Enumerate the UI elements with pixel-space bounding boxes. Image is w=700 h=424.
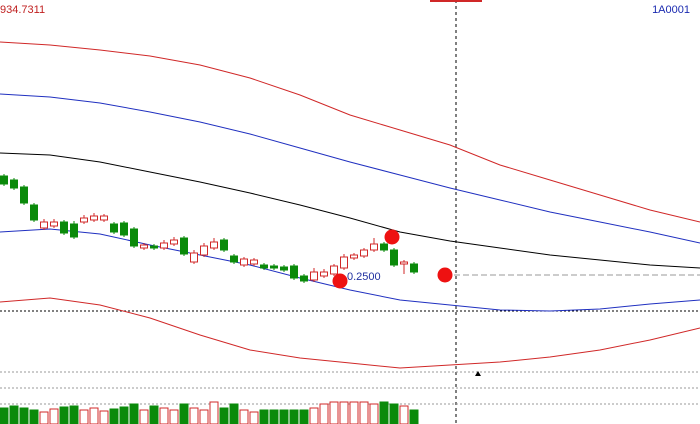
volume-bar [19, 407, 29, 424]
candle-body [300, 275, 308, 282]
volume-bar [389, 403, 399, 424]
volume-bar [259, 409, 269, 424]
candle-body [350, 254, 358, 259]
top-label: 934.7311 [0, 4, 45, 16]
candle-body [70, 223, 78, 238]
candle-body [260, 264, 268, 269]
volume-bar [189, 407, 199, 424]
candle-body [200, 245, 208, 256]
candle-body [130, 228, 138, 247]
signal-dot [437, 267, 453, 283]
volume-bar [89, 407, 99, 424]
band-line [0, 41, 700, 223]
volume-bar [59, 406, 69, 424]
signal-dot [332, 273, 348, 289]
candle-body [320, 271, 328, 277]
volume-bar [279, 409, 289, 424]
signal-dot [384, 229, 400, 245]
candle-body [380, 243, 388, 251]
volume-bar [299, 409, 309, 424]
candle-body [80, 217, 88, 223]
candle-body [20, 186, 28, 204]
candle-body [400, 261, 408, 265]
candle-body [40, 221, 48, 229]
band-line [0, 228, 700, 312]
volume-bar [179, 403, 189, 424]
volume-bar [219, 407, 229, 424]
candle-body [250, 259, 258, 265]
volume-bar [239, 409, 249, 424]
price-label: 0.2500 [347, 271, 381, 283]
candle-body [230, 255, 238, 263]
candle-body [120, 222, 128, 236]
candle-body [10, 179, 18, 189]
volume-bar [399, 405, 409, 424]
candle-body [30, 204, 38, 221]
candle-body [50, 221, 58, 227]
candle-body [0, 175, 8, 185]
candle-body [210, 241, 218, 249]
candle-body [240, 258, 248, 266]
volume-bar [29, 409, 39, 424]
volume-bar [69, 405, 79, 424]
volume-bar [109, 408, 119, 424]
volume-bar [319, 403, 329, 424]
candle-body [170, 239, 178, 245]
volume-bar [39, 411, 49, 424]
band-line [0, 152, 700, 269]
volume-bar [119, 406, 129, 424]
volume-bar [0, 407, 9, 424]
candle-body [60, 221, 68, 234]
candle-body [360, 249, 368, 257]
volume-bar [329, 401, 339, 424]
candle-body [340, 256, 348, 269]
candle-body [110, 223, 118, 233]
candle-body [270, 265, 278, 269]
volume-bar [409, 409, 419, 424]
volume-bar [149, 405, 159, 424]
volume-bar [309, 407, 319, 424]
candle-body [410, 263, 418, 273]
volume-bar [199, 409, 209, 424]
volume-bar [339, 401, 349, 424]
volume-bar [159, 407, 169, 424]
code-label: 1A0001 [652, 4, 690, 16]
candle-body [310, 271, 318, 281]
volume-bar [49, 408, 59, 424]
volume-bar [129, 403, 139, 424]
volume-bar [99, 410, 109, 424]
volume-bar [169, 409, 179, 424]
candle-body [100, 215, 108, 221]
volume-bar [9, 405, 19, 424]
candle-body [180, 237, 188, 255]
cursor-triangle [475, 371, 481, 376]
volume-bar [269, 409, 279, 424]
candle-body [140, 244, 148, 249]
candle-body [280, 266, 288, 271]
candle-body [330, 265, 338, 275]
candle-body [90, 215, 98, 221]
candle-body [190, 252, 198, 263]
candle-body [290, 265, 298, 279]
volume-bar [139, 409, 149, 424]
candle-body [150, 245, 158, 249]
candle-body [390, 249, 398, 266]
volume-bar [209, 401, 219, 424]
candle-body [370, 243, 378, 251]
volume-bar [349, 401, 359, 424]
volume-bar [369, 403, 379, 424]
volume-bar [359, 401, 369, 424]
volume-bar [289, 409, 299, 424]
volume-bar [379, 401, 389, 424]
candle-body [160, 242, 168, 249]
candle-body [220, 239, 228, 251]
volume-bar [79, 409, 89, 424]
volume-bar [229, 403, 239, 424]
volume-bar [249, 411, 259, 424]
band-line [0, 93, 700, 244]
band-line [0, 297, 700, 369]
